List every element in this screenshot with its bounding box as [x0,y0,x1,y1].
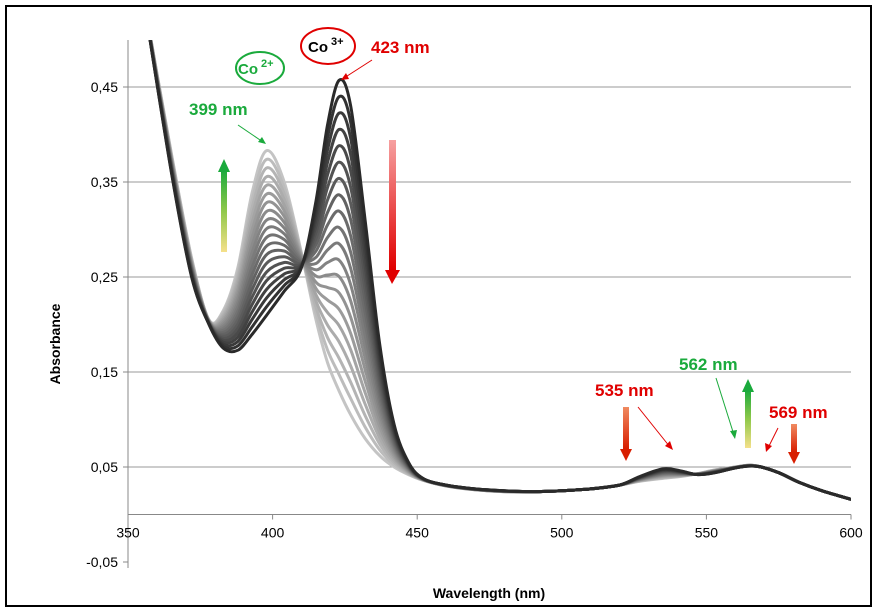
x-tick-label-4: 550 [695,525,719,541]
x-tick-label-1: 400 [261,525,285,541]
x-tick-label-0: 350 [116,525,140,541]
y-tick-label-4: 0,35 [91,174,118,190]
x-tick-label-5: 600 [839,525,863,541]
y-tick-label-3: 0,25 [91,269,118,285]
annotation-569nm-pointer-head [765,443,772,452]
annotation-535nm-pointer [638,407,670,447]
annotation-562nm-pointer-head [730,430,737,439]
trend-arrow-co2-up [218,159,230,252]
annotation-562nm: 562 nm [679,355,738,374]
annotation-399nm: 399 nm [189,100,248,119]
annotation-399nm-pointer-head [258,137,266,144]
species-label-co2: Co 2+ [236,52,284,84]
y-tick-label-5: 0,45 [91,79,118,95]
y-tick-label-2: 0,15 [91,364,118,380]
y-tick-label-0: -0,05 [86,554,118,570]
trend-arrow-co3-down [385,140,400,284]
species-label-co2-base: Co [238,61,258,78]
annotation-535nm: 535 nm [595,381,654,400]
trend-arrow-562-up [742,379,754,448]
y-axis-label: Absorbance [47,303,63,384]
species-label-co3-charge: 3+ [331,36,344,48]
annotation-399nm-pointer [238,125,263,142]
x-axis-label: Wavelength (nm) [433,585,545,601]
trend-arrow-535-down [620,407,632,461]
x-tick-label-3: 500 [550,525,574,541]
x-tick-label-2: 450 [406,525,430,541]
annotation-569nm: 569 nm [769,403,828,422]
trend-arrow-569-down [788,424,800,464]
annotation-423nm-pointer [344,60,372,78]
y-tick-label-1: 0,05 [91,459,118,475]
species-label-co3-base: Co [308,39,328,56]
annotation-423nm-pointer-head [341,73,349,80]
annotation-423nm: 423 nm [371,38,430,57]
tick-labels: -0,05 0,05 0,15 0,25 0,35 0,45 350 400 450 500 550… [86,79,863,570]
annotation-562nm-pointer [716,378,734,435]
species-label-co3: Co 3+ [301,28,355,64]
species-label-co2-charge: 2+ [261,58,274,70]
